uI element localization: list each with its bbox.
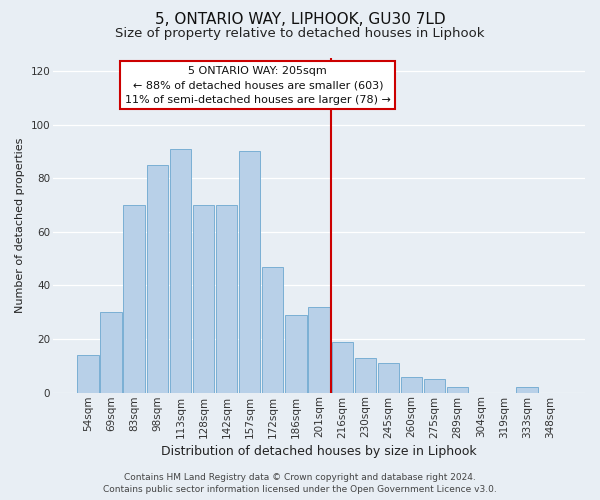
Bar	[447, 388, 469, 392]
Bar	[100, 312, 122, 392]
Bar	[355, 358, 376, 392]
X-axis label: Distribution of detached houses by size in Liphook: Distribution of detached houses by size …	[161, 444, 477, 458]
Bar	[517, 388, 538, 392]
Bar	[308, 307, 329, 392]
Bar	[285, 315, 307, 392]
Bar	[401, 376, 422, 392]
Bar	[124, 205, 145, 392]
Bar	[262, 266, 283, 392]
Text: 5, ONTARIO WAY, LIPHOOK, GU30 7LD: 5, ONTARIO WAY, LIPHOOK, GU30 7LD	[155, 12, 445, 28]
Bar	[424, 379, 445, 392]
Bar	[216, 205, 237, 392]
Bar	[193, 205, 214, 392]
Y-axis label: Number of detached properties: Number of detached properties	[15, 138, 25, 313]
Text: Contains HM Land Registry data © Crown copyright and database right 2024.
Contai: Contains HM Land Registry data © Crown c…	[103, 472, 497, 494]
Bar	[239, 152, 260, 392]
Text: 5 ONTARIO WAY: 205sqm
← 88% of detached houses are smaller (603)
11% of semi-det: 5 ONTARIO WAY: 205sqm ← 88% of detached …	[125, 66, 391, 104]
Bar	[170, 148, 191, 392]
Bar	[332, 342, 353, 392]
Bar	[77, 355, 98, 393]
Bar	[146, 164, 168, 392]
Bar	[378, 363, 399, 392]
Text: Size of property relative to detached houses in Liphook: Size of property relative to detached ho…	[115, 28, 485, 40]
